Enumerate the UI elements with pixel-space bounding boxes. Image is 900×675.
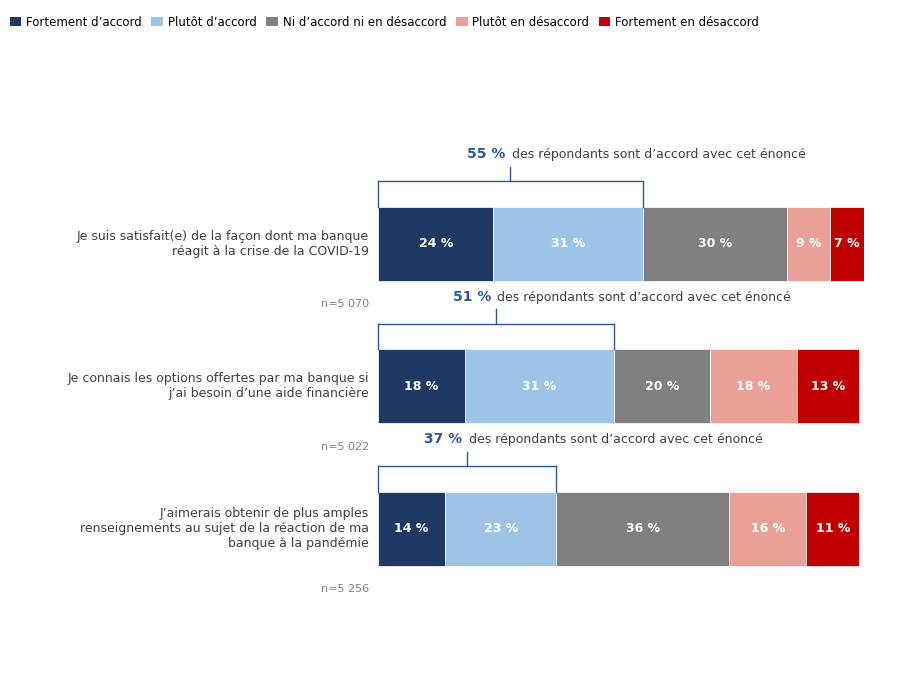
Bar	[787, 207, 831, 281]
Text: 13 %: 13 %	[811, 380, 845, 393]
Text: n=5 256: n=5 256	[321, 584, 369, 594]
Text: 55 %: 55 %	[467, 147, 506, 161]
Bar	[710, 349, 796, 423]
Text: 36 %: 36 %	[626, 522, 660, 535]
Text: 20 %: 20 %	[644, 380, 680, 393]
Text: 16 %: 16 %	[751, 522, 785, 535]
Bar	[643, 207, 787, 281]
Bar	[378, 207, 493, 281]
Bar	[729, 491, 806, 566]
Text: 51 %: 51 %	[453, 290, 491, 304]
Text: 11 %: 11 %	[815, 522, 850, 535]
Text: des répondants sont d’accord avec cet énoncé: des répondants sont d’accord avec cet én…	[493, 291, 791, 304]
Bar	[831, 207, 864, 281]
Text: Je connais les options offertes par ma banque si
j’ai besoin d’une aide financiè: Je connais les options offertes par ma b…	[68, 372, 369, 400]
Text: J’aimerais obtenir de plus amples
renseignements au sujet de la réaction de ma
b: J’aimerais obtenir de plus amples rensei…	[80, 507, 369, 550]
Text: n=5 070: n=5 070	[321, 300, 369, 309]
Legend: Fortement d’accord, Plutôt d’accord, Ni d’accord ni en désaccord, Plutôt en désa: Fortement d’accord, Plutôt d’accord, Ni …	[4, 11, 764, 33]
Text: 31 %: 31 %	[551, 238, 585, 250]
Text: 14 %: 14 %	[394, 522, 429, 535]
Text: n=5 022: n=5 022	[320, 441, 369, 452]
Text: des répondants sont d’accord avec cet énoncé: des répondants sont d’accord avec cet én…	[508, 148, 806, 161]
Text: 18 %: 18 %	[736, 380, 770, 393]
Bar	[464, 349, 614, 423]
Bar	[806, 491, 859, 566]
Text: des répondants sont d’accord avec cet énoncé: des répondants sont d’accord avec cet én…	[464, 433, 762, 446]
Text: 7 %: 7 %	[834, 238, 860, 250]
Bar	[493, 207, 643, 281]
Bar	[378, 491, 446, 566]
Text: 18 %: 18 %	[404, 380, 438, 393]
Text: Je suis satisfait(e) de la façon dont ma banque
réagit à la crise de la COVID-19: Je suis satisfait(e) de la façon dont ma…	[76, 230, 369, 258]
Text: 9 %: 9 %	[796, 238, 822, 250]
Bar	[446, 491, 556, 566]
Text: 30 %: 30 %	[698, 238, 732, 250]
Bar	[556, 491, 729, 566]
Text: 37 %: 37 %	[424, 432, 463, 446]
Text: 31 %: 31 %	[522, 380, 556, 393]
Text: 24 %: 24 %	[418, 238, 453, 250]
Bar	[796, 349, 860, 423]
Bar	[378, 349, 464, 423]
Bar	[614, 349, 710, 423]
Text: 23 %: 23 %	[483, 522, 518, 535]
